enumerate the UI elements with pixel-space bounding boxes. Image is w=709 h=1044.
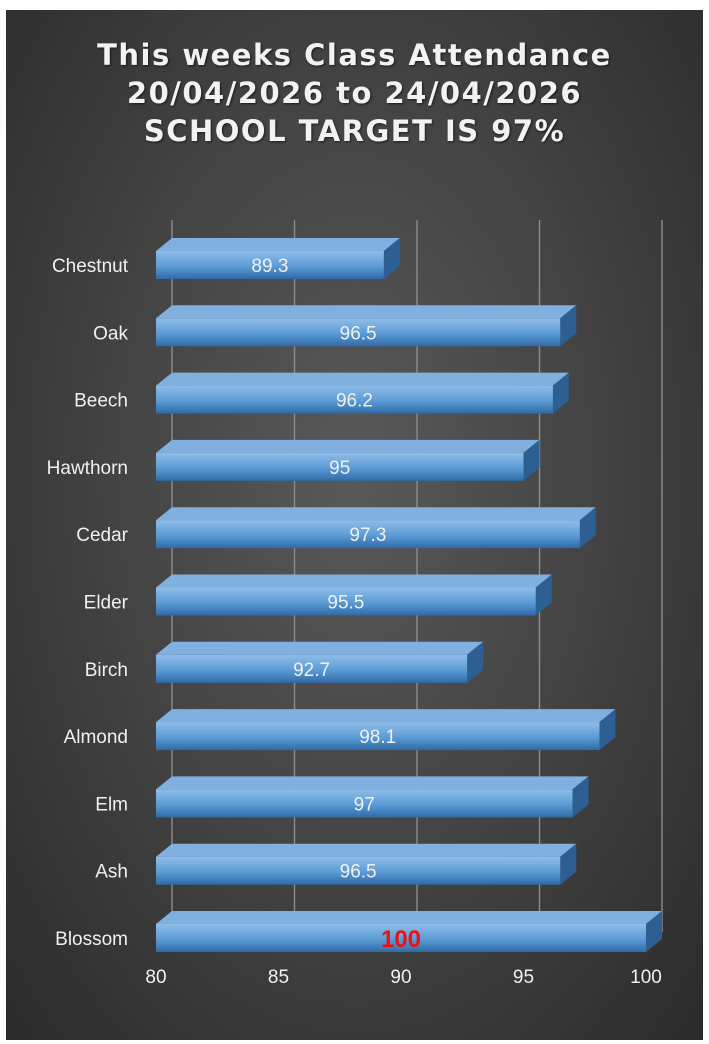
bar-side-face (572, 776, 589, 818)
bar-front-face (156, 722, 600, 751)
category-label: Beech (74, 391, 128, 412)
bar-side-face (552, 372, 569, 414)
chart-area: This weeks Class Attendance 20/04/2026 t… (6, 10, 703, 1040)
bar-almond (156, 709, 616, 751)
data-label: 96.5 (340, 862, 377, 883)
bar-top-face (156, 507, 596, 521)
bar-front-face (156, 520, 580, 549)
bar-front-face (156, 654, 468, 683)
data-label: 95 (329, 458, 350, 479)
bar-front-face (156, 318, 561, 347)
x-tick-label: 80 (145, 967, 166, 988)
bar-side-face (599, 709, 616, 751)
bar-top-face (156, 372, 569, 386)
bar-ash (156, 843, 577, 885)
data-label: 96.2 (336, 391, 373, 412)
category-label: Cedar (76, 525, 128, 546)
bar-top-face (156, 574, 552, 588)
bar-top-face (156, 843, 577, 857)
x-tick-label: 90 (390, 967, 411, 988)
bar-cedar (156, 507, 596, 549)
x-tick-label: 95 (513, 967, 534, 988)
category-label: Hawthorn (47, 458, 128, 479)
bar-hawthorn (156, 439, 540, 481)
category-label: Ash (95, 862, 128, 883)
bar-side-face (579, 507, 596, 549)
category-label: Elder (84, 593, 129, 614)
category-label: Birch (85, 660, 128, 681)
bar-beech (156, 372, 569, 414)
category-label: Oak (93, 323, 128, 344)
data-label: 98.1 (359, 727, 396, 748)
bar-top-face (156, 305, 577, 319)
bar-side-face (560, 843, 577, 885)
bar-top-face (156, 911, 662, 924)
data-label: 100 (381, 926, 421, 953)
bar-side-face (560, 305, 577, 347)
data-label: 89.3 (251, 256, 288, 277)
bar-oak (156, 305, 577, 347)
bar-top-face (156, 238, 400, 251)
chart-title-line-1: This weeks Class Attendance (97, 38, 612, 72)
bar-top-face (156, 641, 484, 655)
bar-front-face (156, 924, 646, 952)
bar-side-face (646, 911, 662, 952)
bar-chestnut (156, 238, 400, 279)
data-label: 97 (354, 794, 375, 815)
bar-front-face (156, 789, 573, 818)
bar-blossom (156, 911, 662, 952)
category-label: Almond (64, 727, 128, 748)
bar-chart: 80 85 90 95 100 Chestnut 89.3 Oak 96.5 Beech 96.2 H… (47, 220, 663, 988)
bar-top-face (156, 709, 616, 723)
x-tick-label: 85 (268, 967, 289, 988)
chart-title: This weeks Class Attendance 20/04/2026 t… (6, 36, 703, 150)
category-label: Elm (95, 794, 128, 815)
data-label: 96.5 (340, 323, 377, 344)
bar-front-face (156, 587, 536, 616)
data-label: 97.3 (349, 525, 386, 546)
bar-elm (156, 776, 589, 818)
bar-top-face (156, 439, 540, 453)
category-label: Chestnut (52, 256, 129, 277)
bar-birch (156, 641, 484, 683)
data-label: 95.5 (327, 593, 364, 614)
bar-side-face (383, 238, 400, 279)
x-tick-label: 100 (630, 967, 662, 988)
bar-front-face (156, 856, 561, 885)
chart-title-line-3: SCHOOL TARGET IS 97% (143, 114, 566, 148)
bar-side-face (535, 574, 552, 616)
bar-front-face (156, 452, 524, 481)
bar-side-face (467, 641, 484, 683)
chart-title-line-2: 20/04/2026 to 24/04/2026 (126, 76, 583, 110)
data-label: 92.7 (293, 660, 330, 681)
bar-front-face (156, 251, 384, 279)
bar-front-face (156, 385, 553, 414)
bar-elder (156, 574, 552, 616)
bar-top-face (156, 776, 589, 790)
category-label: Blossom (55, 929, 128, 950)
bar-side-face (523, 439, 540, 481)
